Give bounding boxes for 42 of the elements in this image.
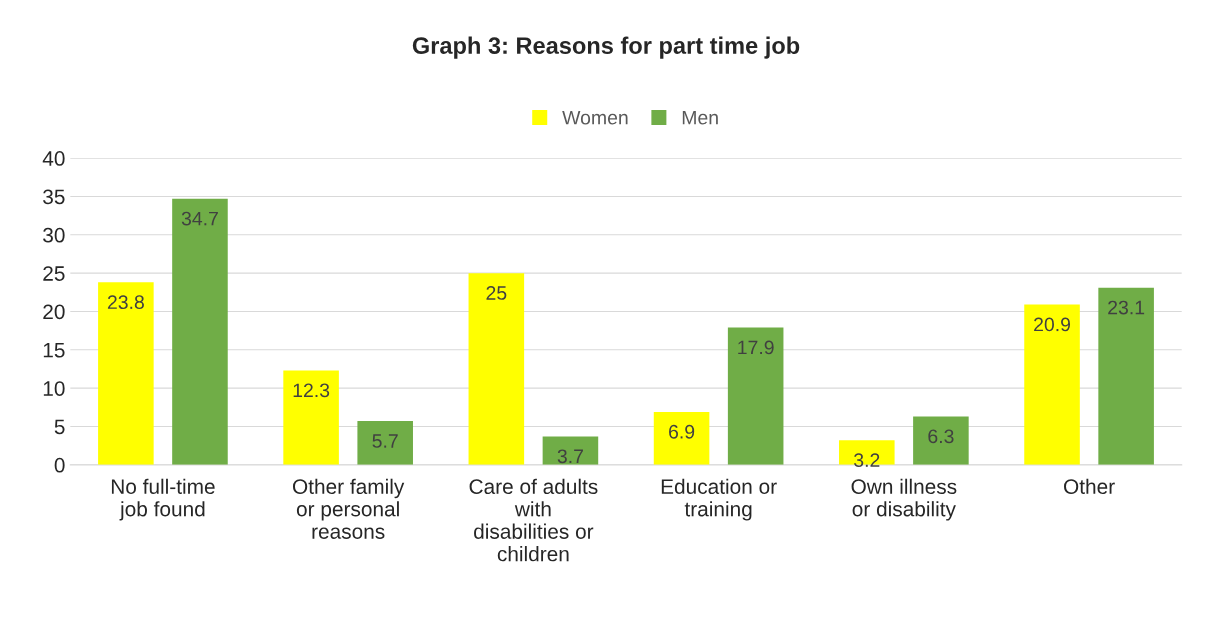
data-label: 3.7	[557, 449, 583, 464]
y-tick-label: 15	[43, 343, 65, 358]
bar	[913, 416, 969, 465]
y-tick-label: 40	[42, 151, 65, 166]
y-tick-label: 0	[54, 457, 65, 473]
x-tick-label: Other	[1064, 478, 1115, 495]
data-label: 23.1	[1108, 300, 1145, 315]
bar	[727, 327, 784, 465]
x-tick-label: Other family or personal reasons	[292, 478, 405, 539]
bar	[357, 421, 413, 465]
data-label: 25	[486, 286, 507, 300]
bar	[468, 273, 525, 465]
bar	[283, 370, 339, 465]
bar	[1024, 304, 1080, 465]
data-label: 5.7	[372, 434, 398, 448]
x-tick-label: No full-time job found	[111, 478, 215, 521]
y-tick-label: 5	[54, 419, 65, 435]
bar	[172, 198, 228, 465]
x-tick-label: Own illness or disability	[851, 478, 957, 521]
y-tick-label: 20	[43, 304, 65, 320]
data-label: 20.9	[1034, 317, 1071, 332]
x-tick-label: Care of adults with disabilities or children	[469, 478, 598, 562]
y-tick-label: 30	[43, 227, 65, 243]
data-label: 12.3	[293, 383, 330, 398]
data-label: 3.2	[854, 453, 880, 467]
y-tick-label: 10	[43, 381, 65, 396]
data-label: 17.9	[738, 340, 774, 355]
bar	[653, 411, 710, 465]
bar	[542, 436, 599, 465]
bar	[839, 440, 895, 465]
legend-label: Women	[562, 110, 628, 125]
bar	[98, 282, 154, 465]
y-tick-label: 25	[43, 266, 65, 281]
y-tick-label: 35	[43, 189, 65, 205]
chart-title: Graph 3: Reasons for part time job	[412, 36, 800, 59]
x-tick-label: Education or training	[661, 478, 777, 521]
data-label: 6.3	[928, 429, 954, 444]
legend-label: Men	[682, 110, 718, 125]
data-label: 23.8	[107, 295, 144, 310]
data-label: 34.7	[181, 211, 218, 226]
data-label: 6.9	[669, 424, 695, 439]
bar	[1098, 287, 1154, 465]
